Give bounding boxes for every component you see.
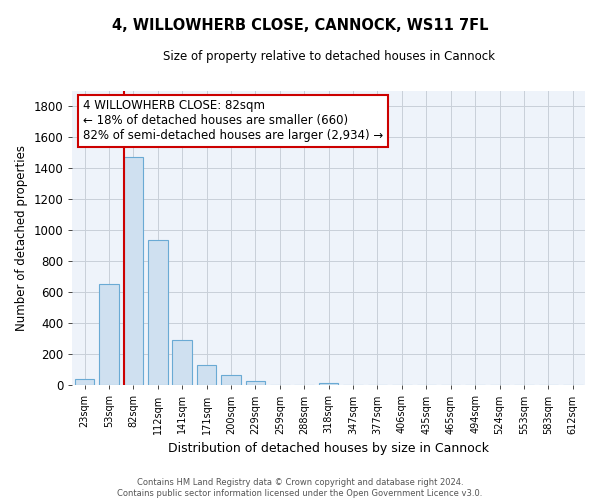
- Bar: [245, 382, 265, 386]
- Bar: [197, 365, 217, 386]
- Bar: [99, 284, 119, 386]
- Bar: [75, 379, 94, 386]
- Text: Contains HM Land Registry data © Crown copyright and database right 2024.
Contai: Contains HM Land Registry data © Crown c…: [118, 478, 482, 498]
- Title: Size of property relative to detached houses in Cannock: Size of property relative to detached ho…: [163, 50, 494, 63]
- X-axis label: Distribution of detached houses by size in Cannock: Distribution of detached houses by size …: [168, 442, 489, 455]
- Text: 4 WILLOWHERB CLOSE: 82sqm
← 18% of detached houses are smaller (660)
82% of semi: 4 WILLOWHERB CLOSE: 82sqm ← 18% of detac…: [83, 100, 383, 142]
- Bar: [172, 340, 192, 386]
- Bar: [221, 375, 241, 386]
- Bar: [124, 158, 143, 386]
- Bar: [319, 383, 338, 386]
- Y-axis label: Number of detached properties: Number of detached properties: [15, 145, 28, 331]
- Text: 4, WILLOWHERB CLOSE, CANNOCK, WS11 7FL: 4, WILLOWHERB CLOSE, CANNOCK, WS11 7FL: [112, 18, 488, 32]
- Bar: [148, 240, 167, 386]
